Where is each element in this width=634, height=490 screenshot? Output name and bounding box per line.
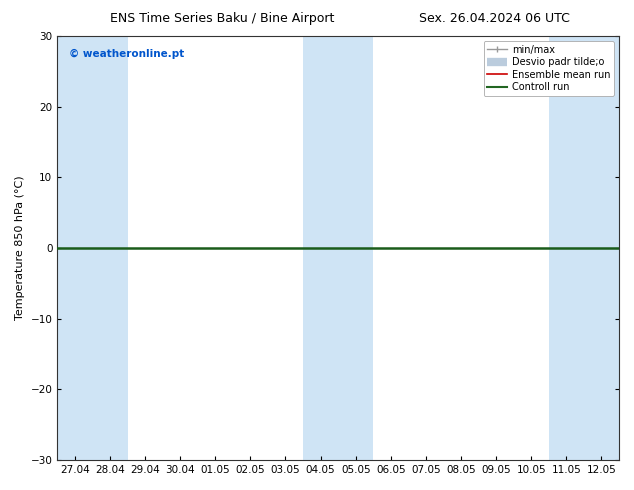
Bar — [57, 36, 127, 460]
Legend: min/max, Desvio padr tilde;o, Ensemble mean run, Controll run: min/max, Desvio padr tilde;o, Ensemble m… — [484, 41, 614, 96]
Bar — [549, 36, 619, 460]
Text: Sex. 26.04.2024 06 UTC: Sex. 26.04.2024 06 UTC — [419, 12, 570, 25]
Text: ENS Time Series Baku / Bine Airport: ENS Time Series Baku / Bine Airport — [110, 12, 334, 25]
Y-axis label: Temperature 850 hPa (°C): Temperature 850 hPa (°C) — [15, 176, 25, 320]
Text: © weatheronline.pt: © weatheronline.pt — [68, 49, 184, 59]
Bar — [303, 36, 373, 460]
